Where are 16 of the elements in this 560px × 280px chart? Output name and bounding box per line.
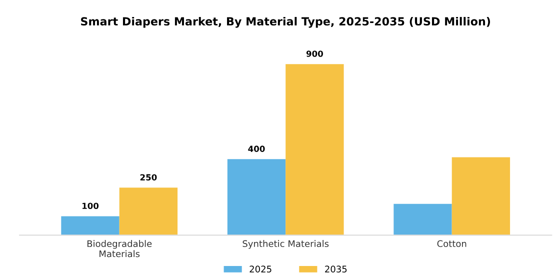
legend-label: 2025 [250,266,272,272]
data-label: 250 [140,174,157,180]
legend-label: 2035 [325,266,347,272]
bar [119,188,178,236]
data-label: 900 [306,50,323,57]
data-label: 400 [248,146,265,152]
x-tick-label: Synthetic Materials [242,240,329,249]
bar [227,159,286,236]
bar [394,204,452,236]
bar [61,216,120,236]
x-tick-label: Cotton [437,240,466,248]
bar [452,157,510,236]
data-label: 100 [82,202,99,210]
bar [286,64,344,236]
chart-title: Smart Diapers Market, By Material Type, 2025-2035 (USD Million) [81,16,490,28]
x-tick-label: Biodegradable Materials [87,240,152,258]
